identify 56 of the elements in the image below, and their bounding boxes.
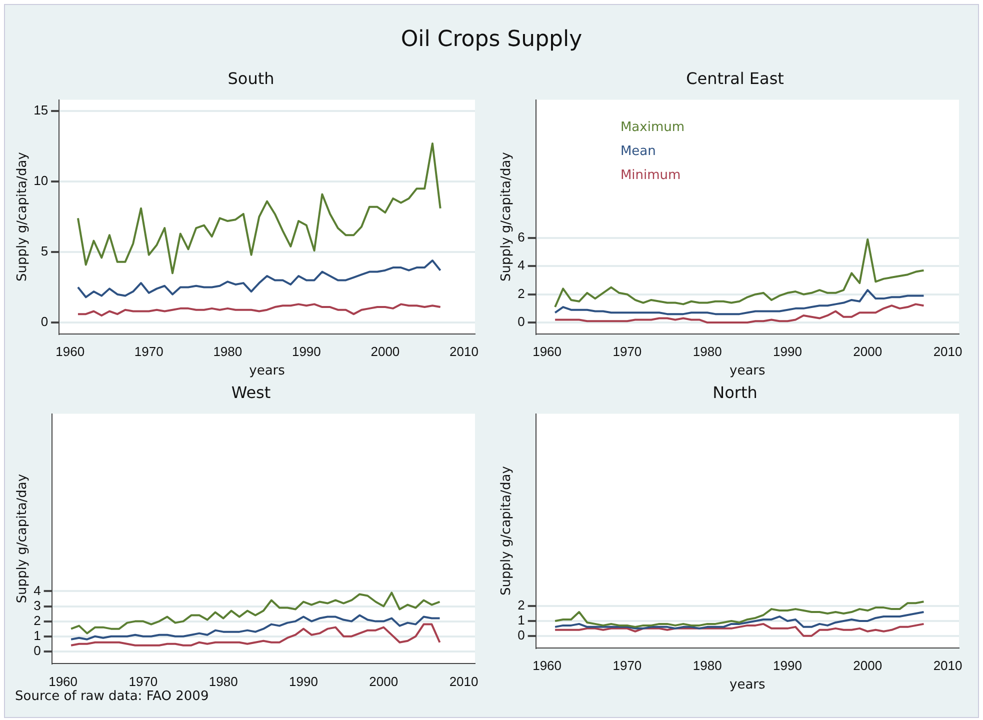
x-tick-label: 1960	[532, 344, 562, 360]
x-tick-label: 1990	[773, 658, 802, 674]
y-tick-label: 6	[518, 230, 525, 245]
y-tick-label: 10	[34, 173, 48, 188]
y-axis-title: Supply g/capita/day	[15, 152, 30, 282]
x-tick-label: 2010	[450, 344, 478, 360]
x-tick-label: 1990	[773, 344, 802, 360]
x-axis-title: years	[730, 678, 766, 693]
y-tick-label: 4	[34, 582, 41, 598]
text: Minimum	[620, 168, 681, 184]
text: Oil Crops Supply	[400, 27, 584, 52]
y-axis-title: Supply g/capita/day	[15, 474, 30, 604]
x-tick-label: 1980	[692, 344, 722, 360]
y-axis-title: Supply g/capita/day	[499, 466, 514, 596]
x-tick-label: 1980	[692, 658, 722, 674]
x-tick-label: 2000	[370, 344, 400, 360]
x-axis-title: years	[730, 364, 766, 379]
x-tick-label: 2000	[853, 658, 882, 674]
x-tick-label: 2010	[449, 674, 478, 689]
source-note: Source of raw data: FAO 2009	[15, 689, 209, 704]
x-tick-label: 2000	[853, 344, 882, 360]
x-tick-label: 1990	[292, 344, 321, 360]
chart-title: Central East	[685, 69, 785, 89]
x-tick-label: 1960	[48, 674, 78, 689]
y-tick-label: 0	[518, 314, 525, 330]
text: Maximum	[620, 120, 685, 136]
y-tick-label: 1	[34, 628, 41, 643]
y-tick-label: 4	[518, 258, 525, 273]
y-tick-label: 0	[40, 314, 48, 330]
x-tick-label: 1970	[134, 344, 164, 360]
x-tick-label: 1970	[612, 344, 642, 360]
y-axis-title: Supply g/capita/day	[499, 152, 514, 282]
x-tick-label: 2010	[933, 344, 962, 360]
x-tick-label: 1970	[612, 658, 642, 674]
chart-title: West	[230, 383, 272, 403]
y-tick-label: 15	[34, 102, 48, 118]
y-tick-label: 2	[518, 598, 525, 613]
y-tick-label: 0	[34, 642, 41, 658]
chart-title: South	[226, 69, 276, 89]
x-axis-title: years	[249, 364, 286, 379]
x-tick-label: 1960	[532, 658, 562, 674]
x-tick-label: 1970	[128, 674, 158, 689]
chart-title: North	[712, 383, 758, 403]
x-tick-label: 1960	[56, 344, 85, 360]
y-tick-label: 2	[518, 286, 525, 301]
x-tick-label: 2000	[369, 674, 398, 689]
y-tick-label: 2	[34, 612, 41, 628]
y-tick-label: 3	[34, 598, 41, 613]
y-tick-label: 1	[518, 612, 525, 628]
text: Mean	[620, 144, 656, 160]
x-tick-label: 1980	[208, 674, 238, 689]
x-tick-label: 1980	[213, 344, 242, 360]
x-tick-label: 1990	[289, 674, 318, 689]
y-tick-label: 0	[518, 627, 525, 642]
y-tick-label: 5	[40, 244, 48, 259]
x-tick-label: 2010	[933, 658, 962, 674]
